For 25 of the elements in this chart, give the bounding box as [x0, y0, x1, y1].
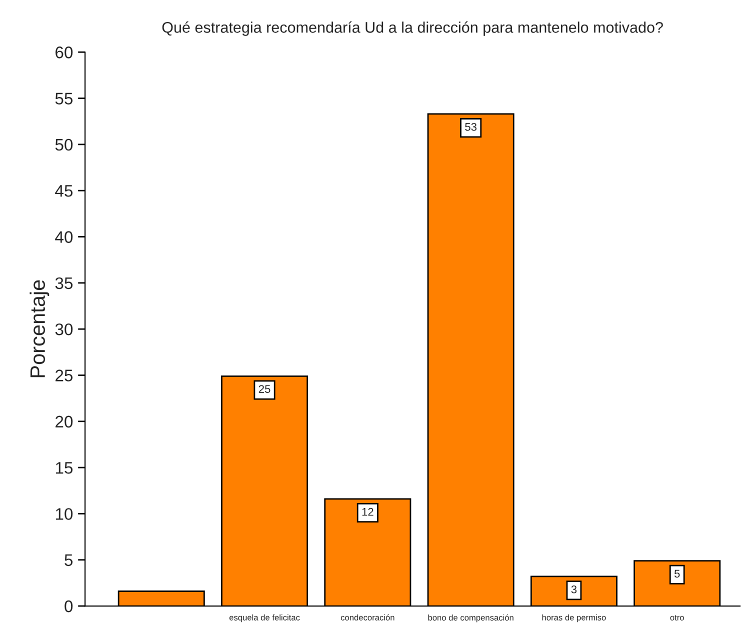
y-tick-label: 0	[64, 600, 73, 612]
data-label: 25	[258, 385, 270, 393]
chart-title: Qué estrategia recomendaría Ud a la dirección para mantenelo motivado?	[162, 21, 663, 36]
y-tick-label: 5	[64, 554, 73, 566]
data-label: 5	[674, 570, 680, 578]
y-tick-label: 55	[55, 92, 73, 104]
data-label: 53	[465, 122, 477, 131]
y-tick-label: 30	[55, 323, 73, 336]
x-tick-label: esquela de felicitac	[229, 614, 300, 622]
y-tick-label: 60	[56, 46, 73, 58]
y-tick-label: 25	[56, 370, 73, 382]
y-tick-label: 35	[55, 277, 73, 290]
y-tick-label: 45	[55, 185, 73, 197]
y-axis-title: Porcentaje	[30, 280, 50, 378]
y-tick-label: 20	[56, 416, 73, 428]
data-label: 3	[571, 585, 577, 594]
y-tick-label: 50	[55, 138, 73, 151]
y-tick-label: 40	[55, 231, 73, 243]
y-tick-label: 10	[56, 508, 73, 520]
data-label: 12	[362, 508, 374, 516]
x-tick-label: condecoración	[340, 614, 394, 620]
x-tick-label: otro	[670, 615, 684, 620]
x-tick-label: bono de compensación	[428, 614, 514, 622]
y-tick-label: 15	[56, 462, 73, 474]
x-tick-label: horas de permiso	[542, 614, 606, 622]
